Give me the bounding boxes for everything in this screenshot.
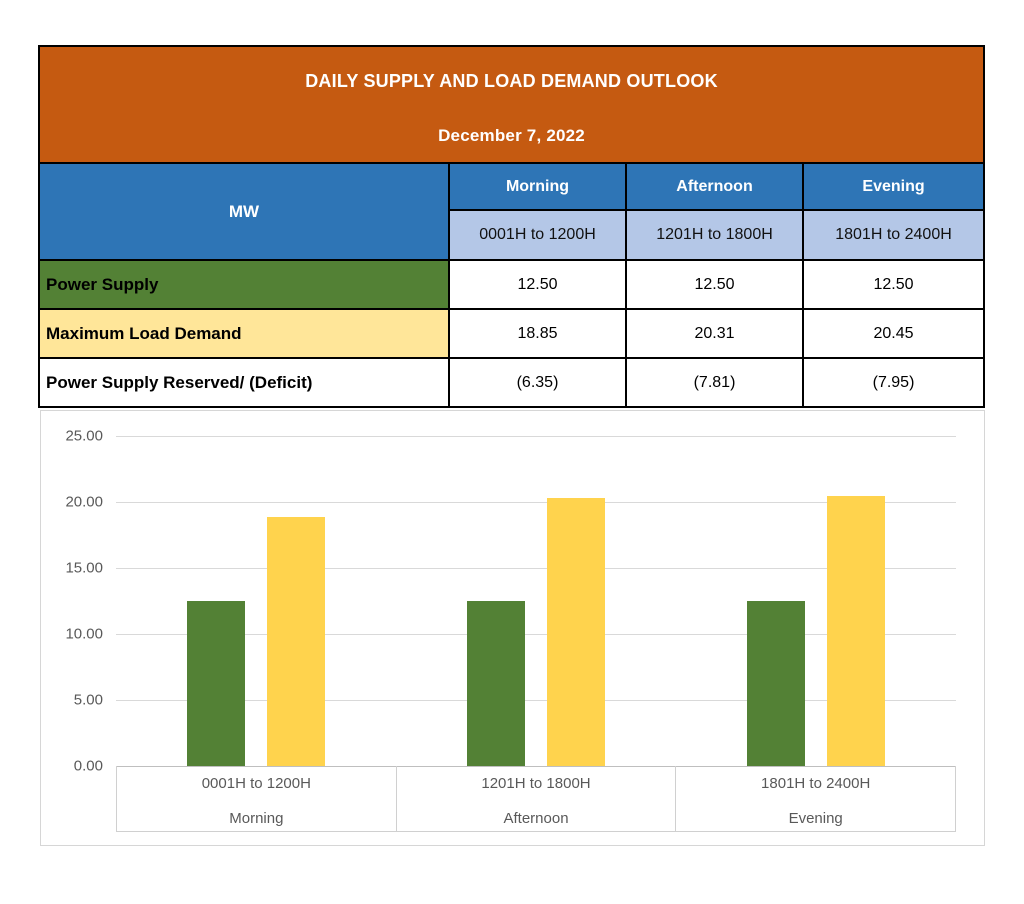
max-load-evening-value: 20.45 (801, 308, 986, 359)
gridline (116, 700, 956, 701)
x-category-evening: 1801H to 2400H Evening (676, 766, 955, 831)
table-title-inner: DAILY SUPPLY AND LOAD DEMAND OUTLOOK Dec… (40, 47, 983, 162)
table-title: DAILY SUPPLY AND LOAD DEMAND OUTLOOK (305, 71, 718, 91)
y-tick-label: 15.00 (65, 559, 103, 577)
bar-maximum-load-demand (826, 496, 885, 766)
category-label: 1201H to 1800H (481, 775, 591, 792)
bar-maximum-load-demand (266, 517, 325, 766)
row-label-power-supply: Power Supply (38, 259, 450, 310)
x-category-afternoon: 1201H to 1800H Afternoon (397, 766, 677, 831)
table-row-max-load-demand: Maximum Load Demand 18.85 20.31 20.45 (38, 308, 986, 359)
outlook-table-wrap: DAILY SUPPLY AND LOAD DEMAND OUTLOOK Dec… (37, 45, 986, 408)
table-row-power-supply: Power Supply 12.50 12.50 12.50 (38, 259, 986, 310)
period-header-row: MW Morning Afternoon Evening (38, 162, 986, 261)
bar-maximum-load-demand (546, 497, 605, 766)
power-supply-evening-value: 12.50 (801, 259, 986, 310)
range-evening: 1801H to 2400H (801, 209, 986, 261)
range-morning: 0001H to 1200H (448, 209, 627, 261)
reserve-afternoon-value: (7.81) (625, 357, 804, 408)
gridline (116, 568, 956, 569)
plot-area (116, 436, 956, 767)
x-axis-labels: 0001H to 1200H Morning 1201H to 1800H Af… (116, 766, 956, 832)
y-tick-label: 5.00 (73, 691, 103, 709)
bar-power-supply (186, 601, 245, 766)
category-sublabel: Evening (788, 810, 843, 827)
bar-group-morning (116, 436, 396, 766)
gridline (116, 502, 956, 503)
range-afternoon: 1201H to 1800H (625, 209, 804, 261)
table-title-cell: DAILY SUPPLY AND LOAD DEMAND OUTLOOK Dec… (37, 45, 986, 164)
category-label: 0001H to 1200H (201, 775, 311, 792)
y-tick-label: 10.00 (65, 625, 103, 643)
category-label: 1801H to 2400H (761, 775, 871, 792)
y-tick-label: 20.00 (65, 493, 103, 511)
bar-power-supply (746, 601, 805, 766)
category-sublabel: Afternoon (503, 810, 569, 827)
y-axis-labels: 25.00 20.00 15.00 10.00 5.00 0.00 (41, 428, 103, 775)
max-load-morning-value: 18.85 (448, 308, 627, 359)
unit-header-cell: MW (38, 162, 450, 261)
period-header-evening: Evening (801, 162, 986, 211)
range-header-row: 0001H to 1200H 1201H to 1800H 1801H to 2… (39, 209, 986, 261)
power-supply-morning-value: 12.50 (448, 259, 627, 310)
bar-power-supply (466, 601, 525, 766)
row-label-max-load-demand: Maximum Load Demand (38, 308, 450, 359)
category-sublabel: Morning (229, 810, 284, 827)
bar-group-afternoon (396, 436, 676, 766)
y-tick-label: 0.00 (73, 757, 103, 775)
chart-panel: 25.00 20.00 15.00 10.00 5.00 0.00 0001H to 12… (40, 410, 985, 846)
row-label-reserve-deficit: Power Supply Reserved/ (Deficit) (38, 357, 450, 408)
x-category-morning: 0001H to 1200H Morning (117, 766, 397, 831)
max-load-afternoon-value: 20.31 (625, 308, 804, 359)
x-axis-line (116, 766, 956, 767)
power-supply-afternoon-value: 12.50 (625, 259, 804, 310)
period-header-afternoon: Afternoon (625, 162, 804, 211)
y-tick-label: 25.00 (65, 427, 103, 445)
period-header-morning: Morning (448, 162, 627, 211)
bar-group-evening (676, 436, 956, 766)
reserve-evening-value: (7.95) (801, 357, 986, 408)
gridline (116, 436, 956, 437)
gridline (116, 634, 956, 635)
table-row-reserve-deficit: Power Supply Reserved/ (Deficit) (6.35) … (38, 357, 986, 408)
reserve-morning-value: (6.35) (448, 357, 627, 408)
table-date: December 7, 2022 (438, 126, 585, 145)
outlook-table: DAILY SUPPLY AND LOAD DEMAND OUTLOOK Dec… (37, 45, 986, 408)
table-title-row: DAILY SUPPLY AND LOAD DEMAND OUTLOOK Dec… (37, 45, 986, 164)
